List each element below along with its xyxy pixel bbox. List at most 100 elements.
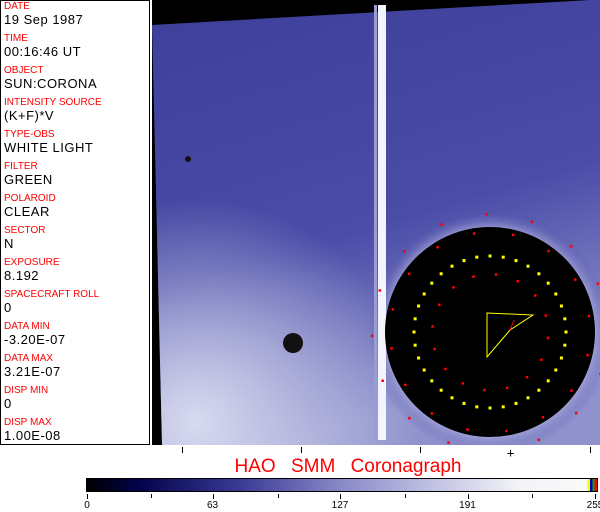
red-marker: [574, 278, 577, 281]
red-marker: [533, 294, 537, 297]
red-marker: [570, 389, 573, 392]
field-filter: FILTER GREEN: [4, 161, 149, 187]
colorbar-overlay-colors: [587, 479, 597, 491]
red-marker: [587, 314, 591, 318]
ring-marker: [526, 396, 530, 400]
red-marker: [381, 379, 384, 383]
field-label: EXPOSURE: [4, 257, 60, 268]
ring-marker: [559, 356, 563, 360]
plot-title: HAO SMM Coronagraph: [234, 456, 462, 477]
field-intensity-source: INTENSITY SOURCE (K+F)*V: [4, 97, 149, 123]
colorbar-tick: [212, 494, 214, 499]
field-data-min: DATA MIN -3.20E-07: [4, 321, 149, 347]
ring-marker: [546, 281, 550, 285]
red-marker: [452, 286, 455, 289]
red-marker: [447, 441, 450, 444]
ring-marker: [554, 292, 558, 296]
field-label: TIME: [4, 33, 28, 44]
red-marker: [444, 367, 447, 371]
red-marker: [378, 289, 382, 292]
ring-marker: [559, 304, 563, 308]
field-value: SUN:CORONA: [4, 76, 98, 91]
field-disp-min: DISP MIN 0: [4, 385, 149, 411]
red-marker: [505, 386, 509, 390]
red-marker: [390, 347, 393, 350]
field-value: GREEN: [4, 172, 53, 187]
field-label: OBJECT: [4, 65, 44, 76]
red-marker: [466, 428, 469, 431]
field-type-obs: TYPE-OBS WHITE LIGHT: [4, 129, 149, 155]
ring-marker: [439, 388, 443, 392]
field-value: WHITE LIGHT: [4, 140, 94, 155]
red-marker: [485, 213, 488, 216]
red-marker: [586, 353, 589, 357]
red-marker: [537, 438, 541, 442]
red-marker: [407, 272, 411, 276]
red-marker: [511, 233, 515, 237]
ring-marker: [413, 317, 417, 321]
field-label: INTENSITY SOURCE: [4, 97, 102, 108]
colorbar-tick: [467, 494, 469, 499]
field-value: CLEAR: [4, 204, 50, 219]
ring-marker: [462, 401, 466, 405]
red-marker: [391, 308, 395, 311]
colorbar-tick-label: 255: [586, 500, 600, 511]
coronagraph-image: [152, 0, 600, 445]
field-value: N: [4, 236, 14, 251]
field-value: 1.00E-08: [4, 428, 61, 443]
ring-marker: [475, 405, 479, 409]
field-label: TYPE-OBS: [4, 129, 55, 140]
field-label: DISP MAX: [4, 417, 52, 428]
ring-marker: [462, 259, 466, 263]
ring-marker: [514, 259, 518, 263]
ring-marker: [537, 388, 541, 392]
field-sector: SECTOR N: [4, 225, 149, 251]
ring-marker: [554, 368, 558, 372]
field-data-max: DATA MAX 3.21E-07: [4, 353, 149, 379]
red-marker: [525, 375, 529, 379]
red-marker: [494, 273, 498, 276]
center-crosshair: +: [507, 446, 515, 460]
ring-marker: [430, 281, 434, 285]
red-marker: [437, 303, 441, 307]
ring-marker: [413, 343, 417, 347]
field-value: 0: [4, 300, 12, 315]
colorbar-tick: [340, 494, 341, 499]
colorbar-tick: [87, 494, 88, 499]
colorbar-tick-label: 0: [84, 500, 90, 511]
field-label: DATA MIN: [4, 321, 50, 332]
field-polaroid: POLAROID CLEAR: [4, 193, 149, 219]
colorbar-tick-label: 191: [459, 500, 476, 511]
red-marker: [547, 249, 550, 253]
ring-marker: [514, 401, 518, 405]
ring-marker: [537, 272, 541, 276]
red-marker: [505, 429, 508, 433]
red-marker: [408, 416, 411, 420]
field-date: DATE 19 Sep 1987: [4, 1, 149, 27]
field-label: SECTOR: [4, 225, 46, 236]
red-marker: [440, 223, 443, 226]
ring-marker: [412, 330, 416, 334]
colorbar-tick: [595, 494, 596, 499]
ring-marker: [501, 405, 505, 409]
field-disp-max: DISP MAX 1.00E-08: [4, 417, 149, 443]
red-marker: [403, 383, 407, 387]
field-label: DATA MAX: [4, 353, 54, 364]
red-marker: [516, 279, 519, 283]
ring-marker: [563, 343, 567, 347]
field-label: DISP MIN: [4, 385, 49, 396]
field-value: 0: [4, 396, 12, 411]
field-object: OBJECT SUN:CORONA: [4, 65, 149, 91]
bright-streak: [378, 5, 386, 440]
ring-marker: [422, 292, 426, 296]
red-marker: [461, 382, 465, 385]
ring-marker: [430, 379, 434, 383]
field-spacecraft-roll: SPACECRAFT ROLL 0: [4, 289, 149, 315]
ring-marker: [475, 255, 479, 259]
red-marker: [546, 336, 550, 340]
red-marker: [403, 250, 406, 253]
field-value: 3.21E-07: [4, 364, 61, 379]
red-marker: [431, 325, 434, 328]
colorbar-minor-tick: [404, 494, 406, 498]
red-marker: [472, 275, 475, 278]
